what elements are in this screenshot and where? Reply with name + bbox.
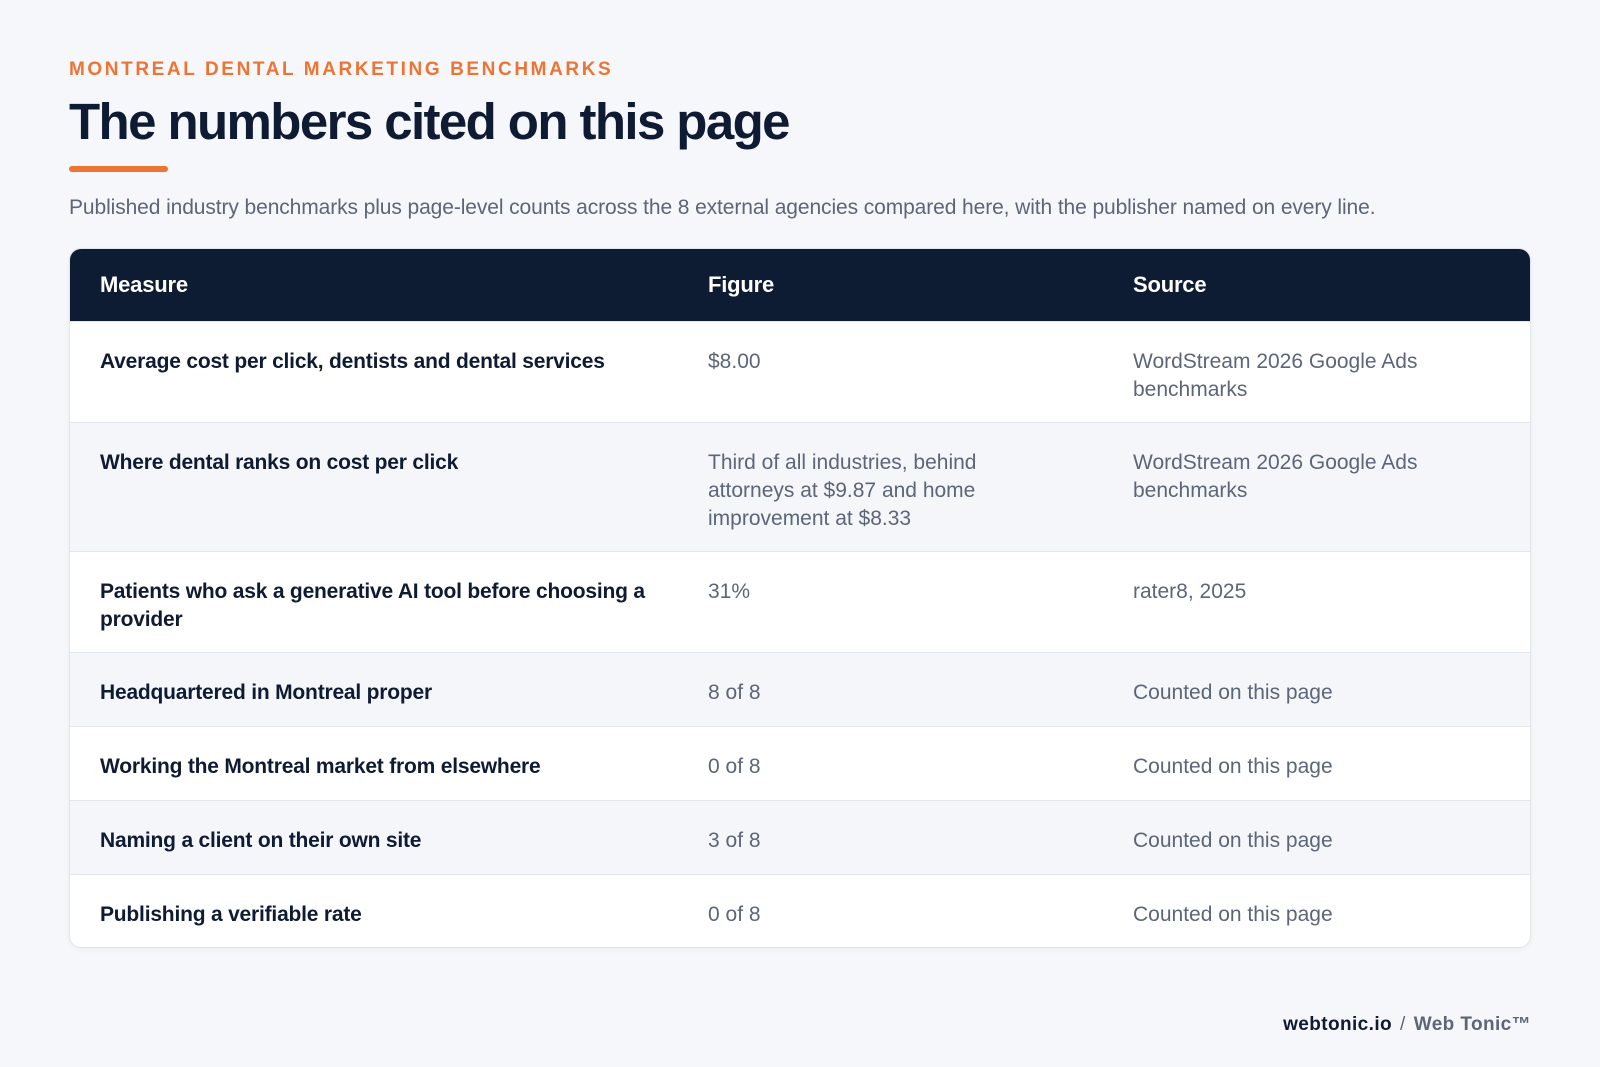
column-header-measure: Measure	[100, 272, 188, 297]
cell-source: WordStream 2026 Google Ads benchmarks	[1133, 350, 1418, 401]
title-underline	[69, 166, 168, 172]
cell-source: WordStream 2026 Google Ads benchmarks	[1133, 451, 1418, 502]
cell-measure: Naming a client on their own site	[100, 829, 422, 852]
table-row: Average cost per click, dentists and den…	[70, 321, 1530, 422]
table-row: Where dental ranks on cost per click Thi…	[70, 422, 1530, 551]
cell-measure: Average cost per click, dentists and den…	[100, 350, 605, 373]
cell-measure: Publishing a verifiable rate	[100, 903, 362, 926]
table-row: Publishing a verifiable rate 0 of 8 Coun…	[70, 874, 1530, 947]
table-row: Naming a client on their own site 3 of 8…	[70, 800, 1530, 874]
cell-source: Counted on this page	[1133, 829, 1333, 852]
footer-credit: webtonic.io / Web Tonic™	[1283, 1014, 1531, 1036]
cell-measure: Headquartered in Montreal proper	[100, 681, 432, 704]
table-row: Working the Montreal market from elsewhe…	[70, 726, 1530, 800]
cell-figure: 31%	[708, 580, 751, 603]
column-header-source: Source	[1133, 272, 1207, 297]
cell-source: Counted on this page	[1133, 681, 1333, 704]
cell-measure: Patients who ask a generative AI tool be…	[100, 580, 645, 631]
cell-measure: Working the Montreal market from elsewhe…	[100, 755, 541, 778]
footer-separator: /	[1400, 1014, 1406, 1035]
eyebrow-label: MONTREAL DENTAL MARKETING BENCHMARKS	[69, 59, 614, 80]
footer-domain: webtonic.io	[1283, 1014, 1393, 1035]
footer-brand: Web Tonic™	[1413, 1014, 1531, 1035]
table-row: Patients who ask a generative AI tool be…	[70, 551, 1530, 652]
page-subtitle: Published industry benchmarks plus page-…	[69, 196, 1376, 219]
table-header: Measure Figure Source	[70, 249, 1530, 321]
cell-figure: 3 of 8	[708, 829, 761, 852]
cell-figure: Third of all industries, behind attorney…	[708, 451, 977, 530]
column-header-figure: Figure	[708, 272, 775, 297]
cell-source: Counted on this page	[1133, 903, 1333, 926]
cell-source: Counted on this page	[1133, 755, 1333, 778]
cell-figure: 8 of 8	[708, 681, 761, 704]
cell-source: rater8, 2025	[1133, 580, 1247, 603]
cell-figure: 0 of 8	[708, 903, 761, 926]
benchmarks-table: Measure Figure Source Average cost per c…	[69, 248, 1531, 948]
page-title: The numbers cited on this page	[69, 93, 791, 150]
table-row: Headquartered in Montreal proper 8 of 8 …	[70, 652, 1530, 726]
cell-measure: Where dental ranks on cost per click	[100, 451, 459, 474]
cell-figure: 0 of 8	[708, 755, 761, 778]
cell-figure: $8.00	[708, 350, 761, 373]
